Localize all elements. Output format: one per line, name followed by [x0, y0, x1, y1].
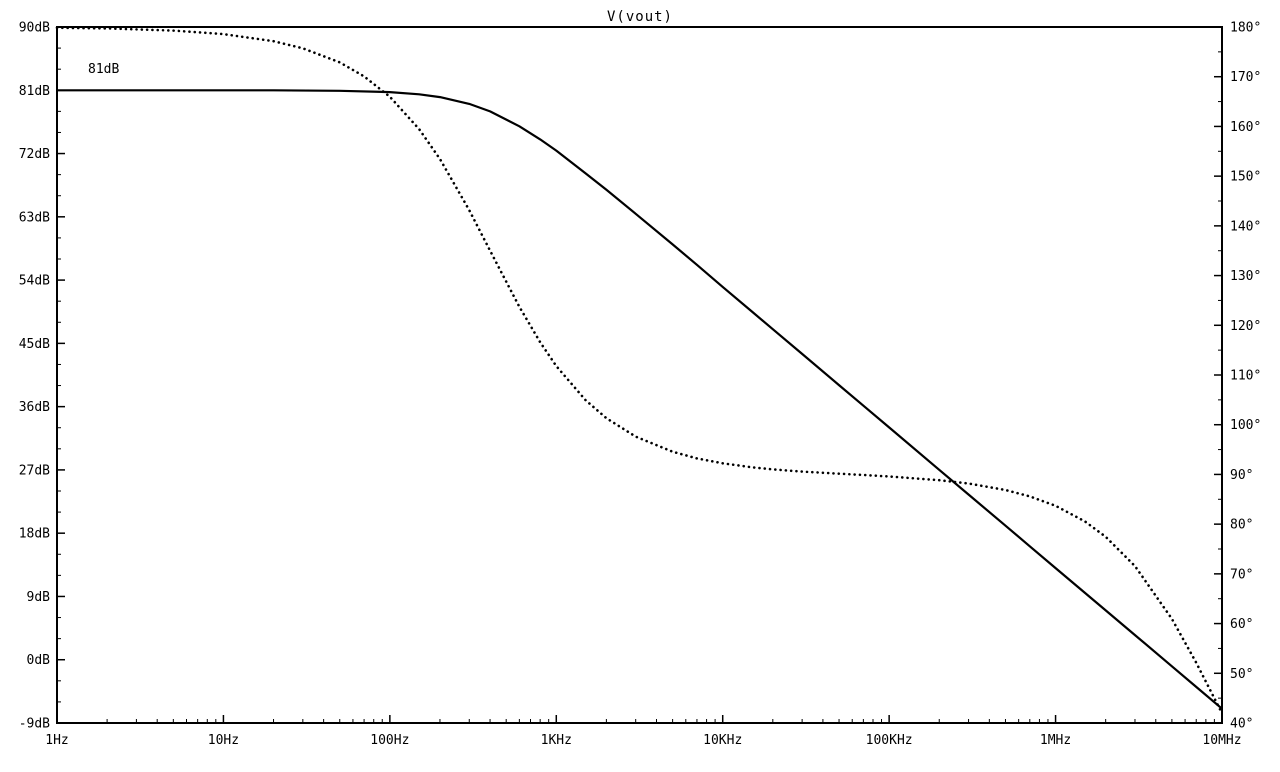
x-axis-label: 100KHz: [866, 733, 913, 748]
right-axis-label: 100°: [1230, 418, 1261, 433]
right-axis-label: 80°: [1230, 518, 1253, 533]
left-axis-label: 54dB: [19, 274, 50, 289]
x-axis-label: 10KHz: [703, 733, 742, 748]
x-axis-label: 1MHz: [1040, 733, 1071, 748]
left-axis-label: 0dB: [27, 653, 51, 668]
left-axis-label: -9dB: [19, 717, 50, 732]
right-axis-label: 180°: [1230, 21, 1261, 36]
right-axis-label: 120°: [1230, 319, 1261, 334]
left-axis-label: 36dB: [19, 400, 50, 415]
right-axis-label: 130°: [1230, 269, 1261, 284]
left-axis-label: 9dB: [27, 590, 51, 605]
right-axis-label: 140°: [1230, 219, 1261, 234]
right-axis-label: 110°: [1230, 369, 1261, 384]
x-axis-label: 100Hz: [370, 733, 409, 748]
x-axis-label: 1Hz: [45, 733, 68, 748]
left-axis-label: 18dB: [19, 527, 50, 542]
right-axis-label: 150°: [1230, 170, 1261, 185]
right-axis-label: 90°: [1230, 468, 1253, 483]
phase-curve: [55, 26, 1224, 715]
right-axis-label: 60°: [1230, 617, 1253, 632]
left-axis-label: 90dB: [19, 21, 50, 36]
x-axis-label: 1KHz: [541, 733, 572, 748]
left-axis-label: 81dB: [19, 84, 50, 99]
right-axis-label: 160°: [1230, 120, 1261, 135]
left-axis-label: 72dB: [19, 147, 50, 162]
magnitude-curve: [57, 89, 1223, 710]
right-axis-label: 70°: [1230, 567, 1253, 582]
right-axis-label: 170°: [1230, 70, 1261, 85]
left-axis-label: 45dB: [19, 337, 50, 352]
gain-annotation: 81dB: [88, 62, 120, 77]
x-axis-label: 10Hz: [208, 733, 239, 748]
right-axis-label: 40°: [1230, 717, 1253, 732]
chart-title: V(vout): [606, 9, 673, 25]
x-axis-label: 10MHz: [1202, 733, 1241, 748]
right-axis-label: 50°: [1230, 667, 1253, 682]
left-axis-label: 27dB: [19, 463, 50, 478]
left-axis-label: 63dB: [19, 210, 50, 225]
plot-border: [56, 26, 1223, 724]
